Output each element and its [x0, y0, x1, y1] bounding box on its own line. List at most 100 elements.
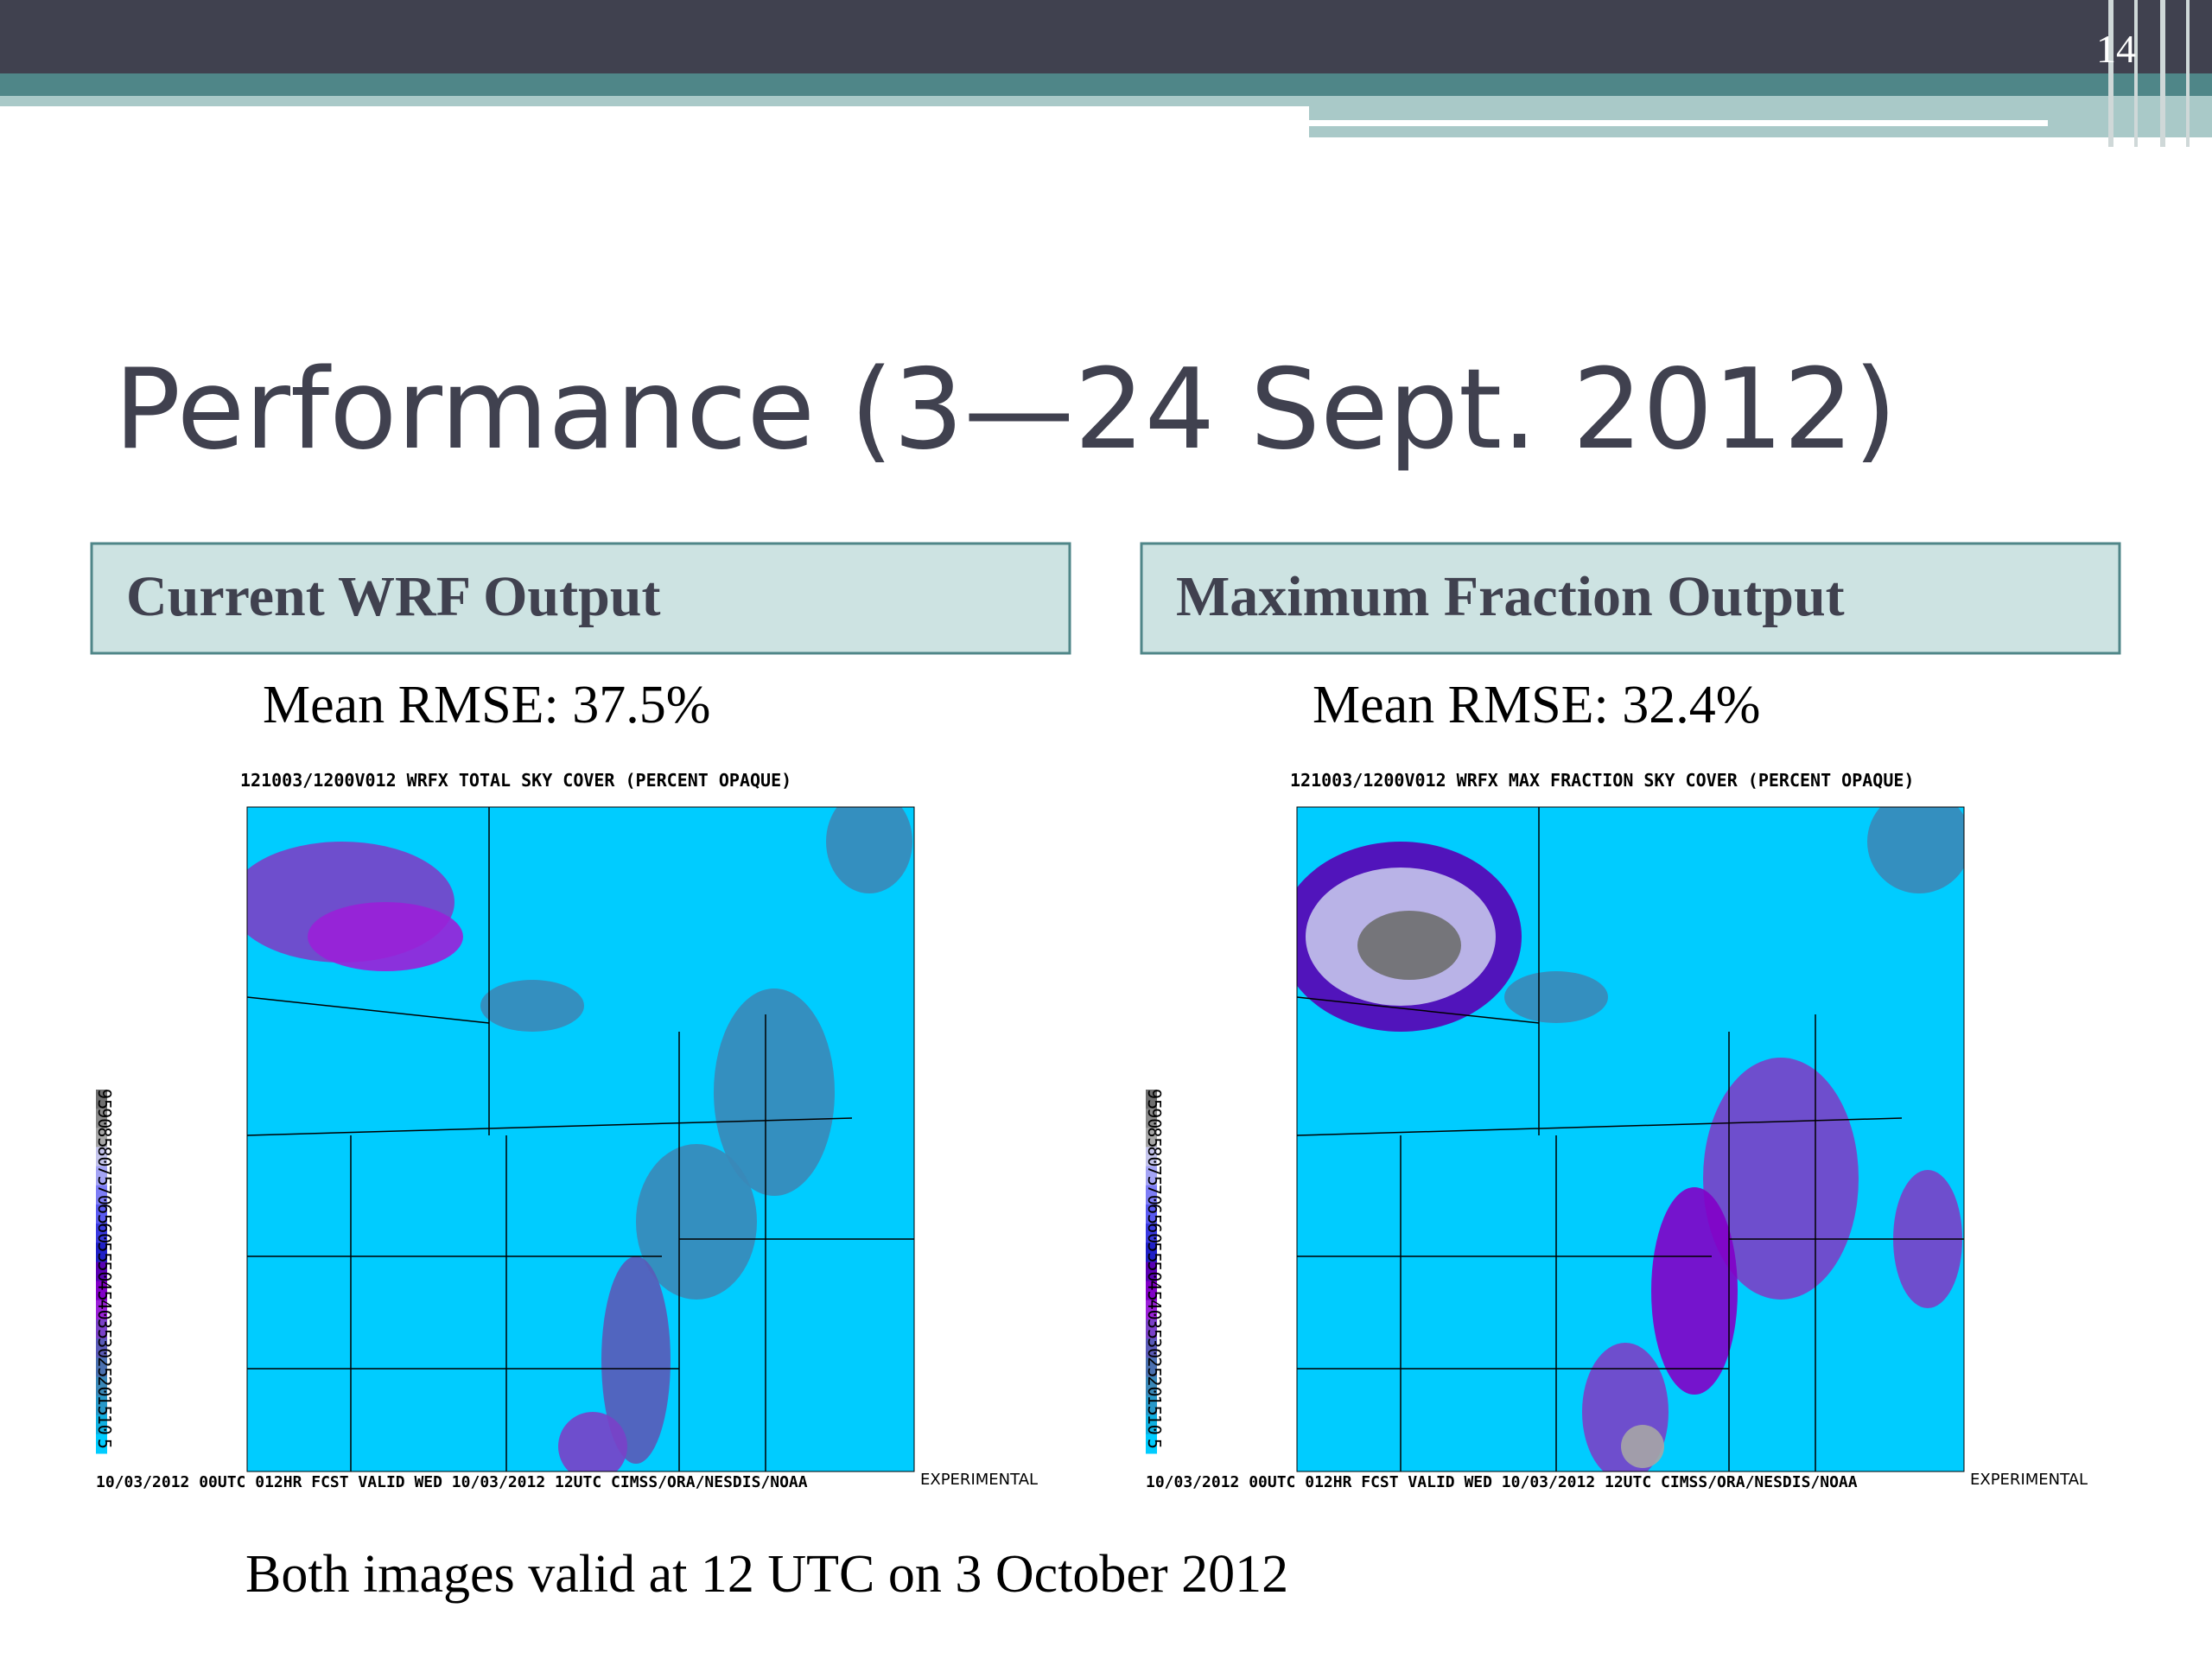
panel-header-box	[1140, 542, 2121, 655]
colorbar-swatch	[96, 1395, 107, 1416]
colorbar-swatch	[1146, 1185, 1157, 1205]
colorbar-swatch	[96, 1128, 107, 1147]
colorbar-swatch	[96, 1109, 107, 1128]
slide-number: 14	[2096, 27, 2136, 71]
state-border	[247, 1117, 853, 1136]
colorbar-label: 40	[94, 1300, 115, 1320]
accent-stripe	[2134, 0, 2138, 147]
colorbar-label: 35	[94, 1319, 115, 1339]
cloud-area	[1504, 971, 1608, 1023]
colorbar-label: 75	[94, 1166, 115, 1186]
colorbar-swatch	[1146, 1414, 1157, 1435]
colorbar-swatch	[1146, 1319, 1157, 1339]
colorbar-label: 95	[94, 1089, 115, 1109]
colorbar-swatch	[96, 1376, 107, 1397]
panel-header: Maximum Fraction Output	[1176, 565, 1845, 628]
map-footer: 10/03/2012 00UTC 012HR FCST VALID WED 10…	[96, 1473, 808, 1491]
accent-bar-light	[0, 96, 1309, 106]
colorbar-label: 20	[94, 1376, 115, 1396]
colorbar-label: 25	[1144, 1357, 1165, 1377]
cloud-area	[1867, 807, 1964, 893]
panel: Maximum Fraction Output Mean RMSE: 32.4% 1…	[1140, 542, 2121, 1491]
colorbar-swatch	[96, 1147, 107, 1167]
colorbar-label: 90	[94, 1108, 115, 1128]
colorbar-swatch	[1146, 1147, 1157, 1167]
panels: Current WRF Output Mean RMSE: 37.5% 121003…	[90, 542, 2121, 1491]
colorbar-label: 45	[94, 1281, 115, 1301]
colorbar-label: 5	[94, 1439, 115, 1449]
panel-header: Current WRF Output	[126, 565, 661, 628]
experimental-stamp: EXPERIMENTAL	[1970, 1471, 2088, 1489]
colorbar-swatch	[96, 1338, 107, 1358]
map	[247, 807, 914, 1471]
colorbar-swatch	[96, 1166, 107, 1186]
colorbar-swatch	[96, 1281, 107, 1301]
colorbar-label: 70	[94, 1185, 115, 1205]
colorbar-swatch	[1146, 1281, 1157, 1301]
top-bar	[0, 0, 2212, 73]
colorbar-label: 5	[1144, 1439, 1165, 1449]
colorbar-label: 60	[1144, 1223, 1165, 1243]
accent-stripe	[2160, 0, 2165, 147]
colorbar-swatch	[96, 1262, 107, 1282]
state-border	[1297, 996, 1540, 1024]
colorbar-swatch	[96, 1224, 107, 1243]
map-title: 121003/1200V012 WRFX TOTAL SKY COVER (PE…	[240, 770, 791, 791]
colorbar-swatch	[1146, 1109, 1157, 1128]
colorbar-swatch	[96, 1090, 107, 1109]
colorbar-label: 90	[1144, 1108, 1165, 1128]
colorbar-swatch	[96, 1243, 107, 1262]
panel: Current WRF Output Mean RMSE: 37.5% 121003…	[90, 542, 1071, 1491]
colorbar-swatch	[1146, 1262, 1157, 1282]
map	[1297, 807, 1964, 1471]
cloud-area	[636, 1144, 757, 1300]
colorbar-label: 40	[1144, 1300, 1165, 1320]
cloud-area	[1621, 1425, 1664, 1468]
colorbar-swatch	[1146, 1243, 1157, 1262]
cloud-area	[308, 902, 463, 971]
state-border	[1297, 1117, 1903, 1136]
map-footer: 10/03/2012 00UTC 012HR FCST VALID WED 10…	[1146, 1473, 1858, 1491]
colorbar-label: 85	[1144, 1127, 1165, 1147]
colorbar-swatch	[96, 1319, 107, 1339]
colorbar-swatch	[1146, 1300, 1157, 1320]
cloud-area	[601, 1256, 671, 1464]
colorbar-swatch	[1146, 1376, 1157, 1397]
cloud-area	[1357, 911, 1461, 980]
experimental-stamp: EXPERIMENTAL	[920, 1471, 1038, 1489]
cloud-area	[558, 1412, 627, 1471]
accent-bar	[0, 73, 2212, 96]
colorbar-swatch	[1146, 1338, 1157, 1358]
panel-header-box	[90, 542, 1071, 655]
colorbar-swatch	[96, 1414, 107, 1435]
colorbar-label: 65	[1144, 1204, 1165, 1224]
accent-stripe	[2108, 0, 2113, 147]
colorbar-label: 75	[1144, 1166, 1165, 1186]
accent-bar-light	[1309, 96, 2212, 137]
colorbar-label: 25	[94, 1357, 115, 1377]
slide-title: Performance (3—24 Sept. 2012)	[114, 346, 1897, 474]
colorbar-swatch	[1146, 1224, 1157, 1243]
cloud-area	[826, 807, 912, 893]
colorbar-label: 10	[94, 1414, 115, 1435]
cloud-area	[1651, 1187, 1738, 1395]
colorbar-label: 55	[94, 1242, 115, 1262]
colorbar-label: 20	[1144, 1376, 1165, 1396]
colorbar-swatch	[1146, 1090, 1157, 1109]
colorbar-label: 85	[94, 1127, 115, 1147]
accent-line	[1309, 120, 2048, 126]
colorbar-label: 35	[1144, 1319, 1165, 1339]
colorbar-label: 10	[1144, 1414, 1165, 1435]
colorbar-swatch	[96, 1204, 107, 1224]
rmse-label: Mean RMSE: 37.5%	[263, 676, 710, 734]
colorbar-label: 60	[94, 1223, 115, 1243]
colorbar-label: 55	[1144, 1242, 1165, 1262]
colorbar-label: 15	[94, 1395, 115, 1416]
accent-stripe	[2186, 0, 2190, 147]
map-title: 121003/1200V012 WRFX MAX FRACTION SKY CO…	[1290, 770, 1914, 791]
colorbar-swatch	[1146, 1395, 1157, 1416]
colorbar-label: 95	[1144, 1089, 1165, 1109]
colorbar-swatch	[1146, 1433, 1157, 1454]
colorbar-label: 80	[94, 1147, 115, 1167]
